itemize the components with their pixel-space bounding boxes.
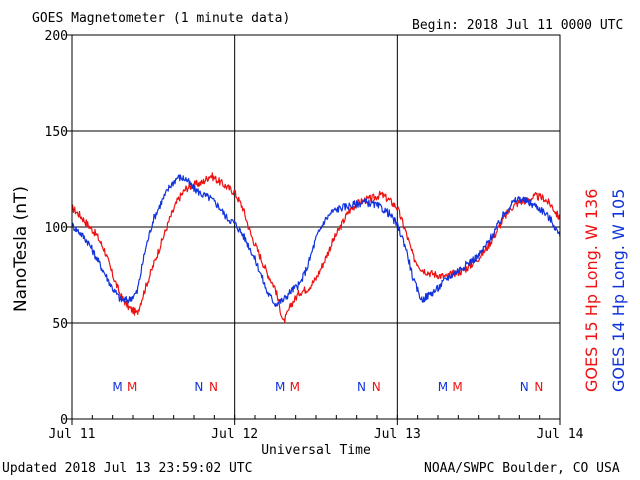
y-tick-label: 200 bbox=[45, 29, 68, 44]
midnight-marker: M bbox=[290, 380, 300, 394]
midnight-marker: M bbox=[275, 380, 285, 394]
series-line-goes15 bbox=[71, 172, 561, 324]
legend-goes14: GOES 14 Hp Long. W 105 bbox=[609, 189, 628, 392]
noon-marker: N bbox=[194, 380, 203, 394]
y-axis-label: NanoTesla (nT) bbox=[11, 186, 31, 312]
series-line-goes14 bbox=[71, 174, 561, 307]
x-tick-label: Jul 12 bbox=[211, 427, 258, 442]
y-tick-label: 50 bbox=[52, 317, 68, 332]
x-axis-label: Universal Time bbox=[261, 443, 371, 458]
credit-text: NOAA/SWPC Boulder, CO USA bbox=[424, 461, 620, 476]
noon-marker: N bbox=[520, 380, 529, 394]
noon-marker: N bbox=[357, 380, 366, 394]
plot-frame bbox=[71, 34, 561, 420]
chart-title: GOES Magnetometer (1 minute data) bbox=[32, 11, 290, 26]
x-tick-label: Jul 13 bbox=[374, 427, 421, 442]
y-tick-label: 100 bbox=[45, 221, 68, 236]
x-tick-label: Jul 14 bbox=[537, 427, 584, 442]
midnight-marker: M bbox=[127, 380, 137, 394]
noon-marker: N bbox=[534, 380, 543, 394]
midnight-marker: M bbox=[438, 380, 448, 394]
x-tick-label: Jul 11 bbox=[49, 427, 96, 442]
y-tick-label: 0 bbox=[60, 413, 68, 428]
updated-time: Updated 2018 Jul 13 23:59:02 UTC bbox=[2, 461, 252, 476]
y-tick-label: 150 bbox=[45, 125, 68, 140]
begin-time: Begin: 2018 Jul 11 0000 UTC bbox=[412, 18, 623, 33]
noon-marker: N bbox=[372, 380, 381, 394]
midnight-marker: M bbox=[112, 380, 122, 394]
noon-marker: N bbox=[209, 380, 218, 394]
midnight-marker: M bbox=[452, 380, 462, 394]
legend-goes15: GOES 15 Hp Long. W 136 bbox=[582, 189, 601, 392]
